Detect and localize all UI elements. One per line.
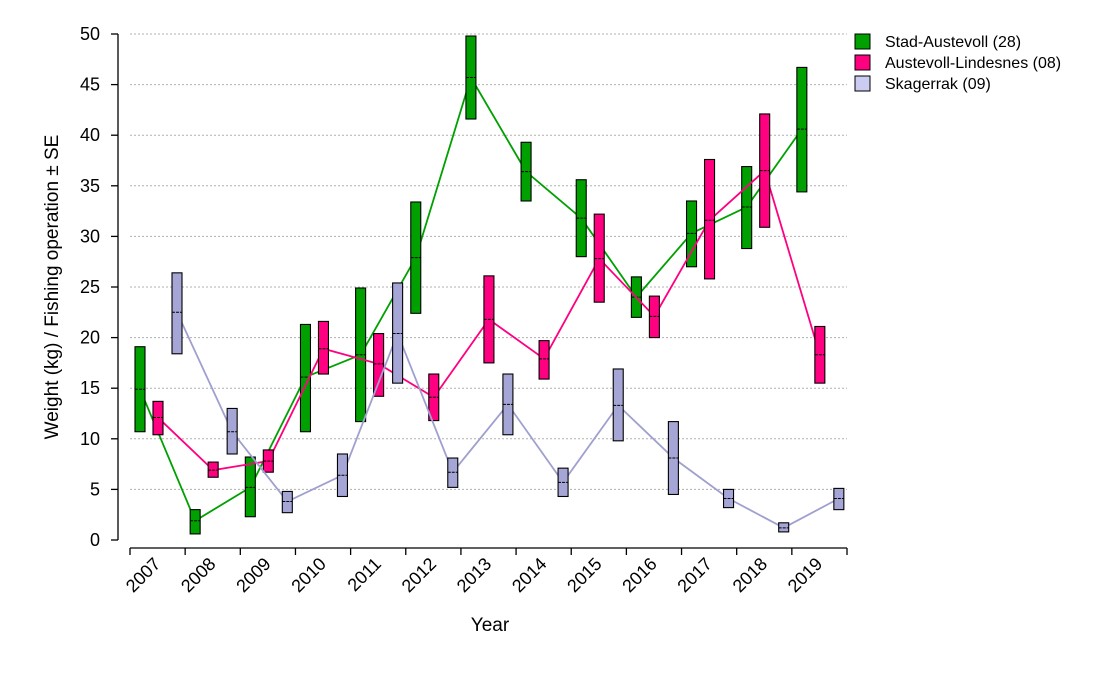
y-tick-label: 0 [90, 530, 100, 550]
se-box [612, 368, 624, 442]
x-tick-label: 2016 [618, 554, 660, 596]
legend-swatch [854, 54, 871, 71]
se-box [207, 461, 219, 478]
y-tick-label: 30 [80, 226, 100, 246]
x-tick-label: 2011 [344, 554, 386, 596]
legend-label: Stad-Austevoll (28) [885, 34, 1021, 51]
se-box [373, 333, 385, 397]
x-tick-label: 2009 [232, 554, 274, 596]
se-box [317, 320, 330, 375]
y-tick-label: 10 [80, 429, 100, 449]
x-axis-title: Year [471, 615, 510, 636]
y-tick-label: 40 [80, 125, 100, 145]
y-tick-label: 35 [80, 176, 100, 196]
se-box [226, 407, 238, 455]
x-tick-label: 2019 [784, 554, 826, 596]
legend-label: Skagerrak (09) [885, 76, 991, 93]
legend-label: Austevoll-Lindesnes (08) [885, 55, 1061, 72]
se-box [778, 522, 790, 533]
x-tick-label: 2015 [563, 554, 605, 596]
series-1 [152, 113, 826, 478]
x-tick-label: 2014 [508, 554, 550, 596]
y-axis: 0 5 10 15 20 25 30 35 40 45 50 [80, 24, 119, 550]
se-box [593, 213, 605, 303]
se-box [538, 340, 550, 380]
series-line [139, 75, 803, 523]
se-box [796, 66, 808, 193]
se-box [741, 166, 753, 250]
y-tick-label: 5 [90, 479, 100, 499]
se-box [299, 323, 312, 433]
x-axis: 2007 2008 2009 2010 2011 2012 2013 2014 2015 2016… [122, 547, 848, 596]
legend-swatch [854, 33, 871, 50]
x-tick-label: 2017 [673, 554, 715, 596]
se-box [189, 509, 201, 535]
x-tick-label: 2008 [177, 554, 219, 596]
series-2 [171, 272, 845, 533]
x-tick-label: 2018 [729, 554, 771, 596]
se-box [244, 456, 256, 518]
legend: Stad-Austevoll (28) Austevoll-Lindesnes (… [854, 33, 1061, 93]
y-tick-label: 45 [80, 75, 100, 95]
se-box [392, 282, 404, 384]
se-box [447, 457, 459, 488]
y-axis-title: Weight (kg) / Fishing operation ± SE [42, 135, 63, 440]
series-0 [134, 35, 808, 535]
legend-swatch [854, 75, 871, 92]
x-tick-label: 2007 [122, 554, 164, 596]
x-tick-label: 2013 [453, 554, 495, 596]
x-tick-label: 2010 [287, 554, 329, 596]
series-group [134, 35, 845, 535]
y-tick-label: 15 [80, 378, 100, 398]
se-box [171, 272, 183, 355]
y-tick-label: 50 [80, 24, 100, 44]
y-tick-label: 20 [80, 328, 100, 348]
se-box [281, 490, 293, 514]
se-box [648, 295, 660, 339]
x-tick-label: 2012 [398, 554, 440, 596]
y-tick-label: 25 [80, 277, 100, 297]
se-box [703, 158, 716, 280]
se-box [833, 487, 845, 511]
se-box [152, 400, 164, 436]
se-box [685, 200, 698, 268]
